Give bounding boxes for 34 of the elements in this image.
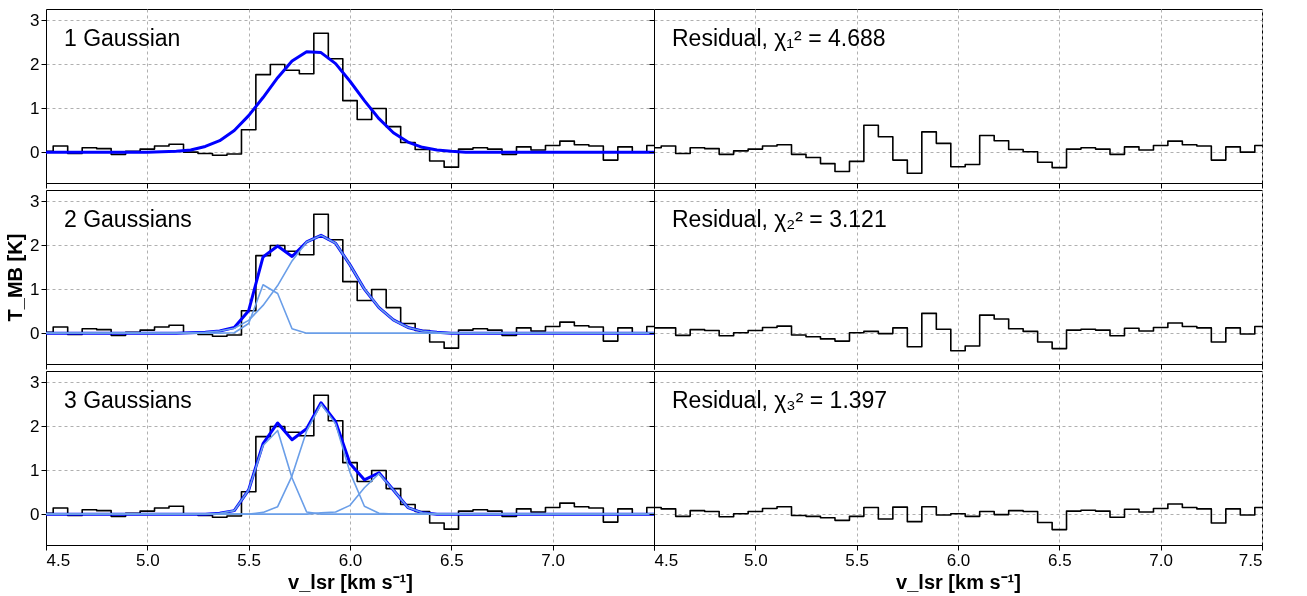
y-tick-label: 3 — [30, 191, 40, 211]
y-tick-label: 3 — [30, 10, 40, 30]
x-tick-label: 7.0 — [541, 550, 565, 570]
annotation: 3 Gaussians — [64, 387, 192, 413]
y-tick-label: 1 — [30, 460, 40, 480]
x-tick-label: 5.0 — [136, 550, 160, 570]
annotation: Residual, χ₃² = 1.397 — [672, 387, 888, 413]
x-tick-label: 5.5 — [845, 550, 869, 570]
y-tick-label: 3 — [30, 372, 40, 392]
y-axis-title: T_MB [K] — [4, 233, 27, 322]
x-tick-label: 7.0 — [1149, 550, 1173, 570]
x-tick-label: 6.0 — [946, 550, 971, 570]
x-tick-label: 4.5 — [46, 550, 71, 570]
y-tick-label: 0 — [30, 142, 40, 162]
x-tick-label: 5.5 — [237, 550, 261, 570]
y-tick-label: 2 — [30, 416, 40, 436]
x-tick-label: 6.0 — [338, 550, 363, 570]
x-axis-title: v_lsr [km s⁻¹] — [896, 570, 1021, 593]
x-tick-label: 5.0 — [744, 550, 768, 570]
x-axis-title: v_lsr [km s⁻¹] — [288, 570, 413, 593]
annotation: 1 Gaussian — [64, 25, 181, 51]
x-tick-label: 6.5 — [1048, 550, 1072, 570]
y-tick-label: 0 — [30, 323, 40, 343]
y-tick-label: 1 — [30, 98, 40, 118]
y-tick-label: 0 — [30, 504, 40, 524]
x-tick-label: 4.5 — [654, 550, 679, 570]
annotation: 2 Gaussians — [64, 206, 192, 232]
x-tick-label: 6.5 — [440, 550, 464, 570]
y-tick-label: 2 — [30, 54, 40, 74]
x-tick-label: 7.5 — [1238, 550, 1263, 570]
y-tick-label: 1 — [30, 279, 40, 299]
annotation: Residual, χ₁² = 4.688 — [672, 25, 886, 51]
annotation: Residual, χ₂² = 3.121 — [672, 206, 887, 232]
y-tick-label: 2 — [30, 235, 40, 255]
